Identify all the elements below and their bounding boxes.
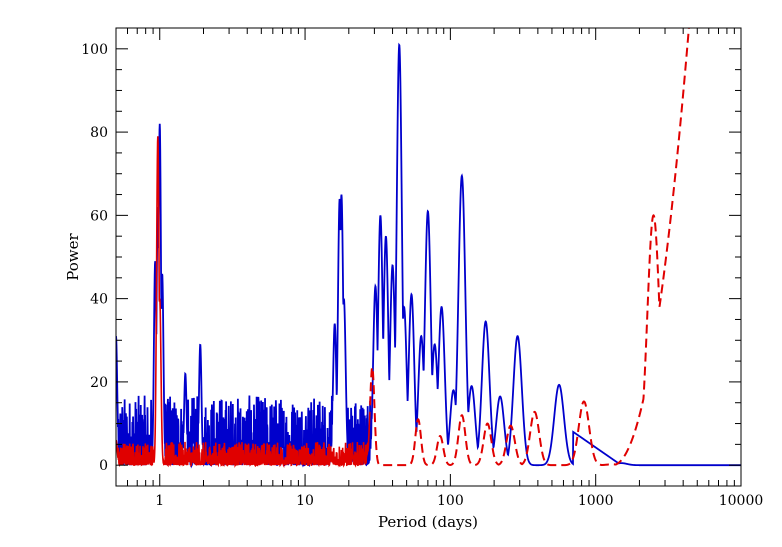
x-axis-title: Period (days) [378, 513, 478, 531]
y-axis-title: Power [64, 232, 82, 280]
series-layer [116, 28, 741, 469]
plot-frame [115, 27, 742, 487]
y-tick-label: 0 [99, 458, 108, 474]
x-tick-label: 10 [296, 493, 314, 509]
x-tick-label: 10000 [719, 493, 764, 509]
series-red-dashed-line [369, 28, 690, 467]
x-tick-label: 1 [155, 493, 164, 509]
series-red-line [116, 136, 371, 469]
y-tick-label: 20 [90, 375, 108, 391]
x-tick-label: 100 [437, 493, 464, 509]
y-tick-label: 100 [81, 42, 108, 58]
tick-labels-layer: 0 20 40 60 80 100 1 10 100 1000 10000 [81, 42, 763, 509]
y-tick-label: 60 [90, 208, 108, 224]
x-tick-label: 1000 [578, 493, 614, 509]
series-blue-line [116, 42, 741, 469]
y-tick-label: 40 [90, 292, 108, 308]
y-tick-label: 80 [90, 125, 108, 141]
ticks-layer [115, 27, 742, 487]
